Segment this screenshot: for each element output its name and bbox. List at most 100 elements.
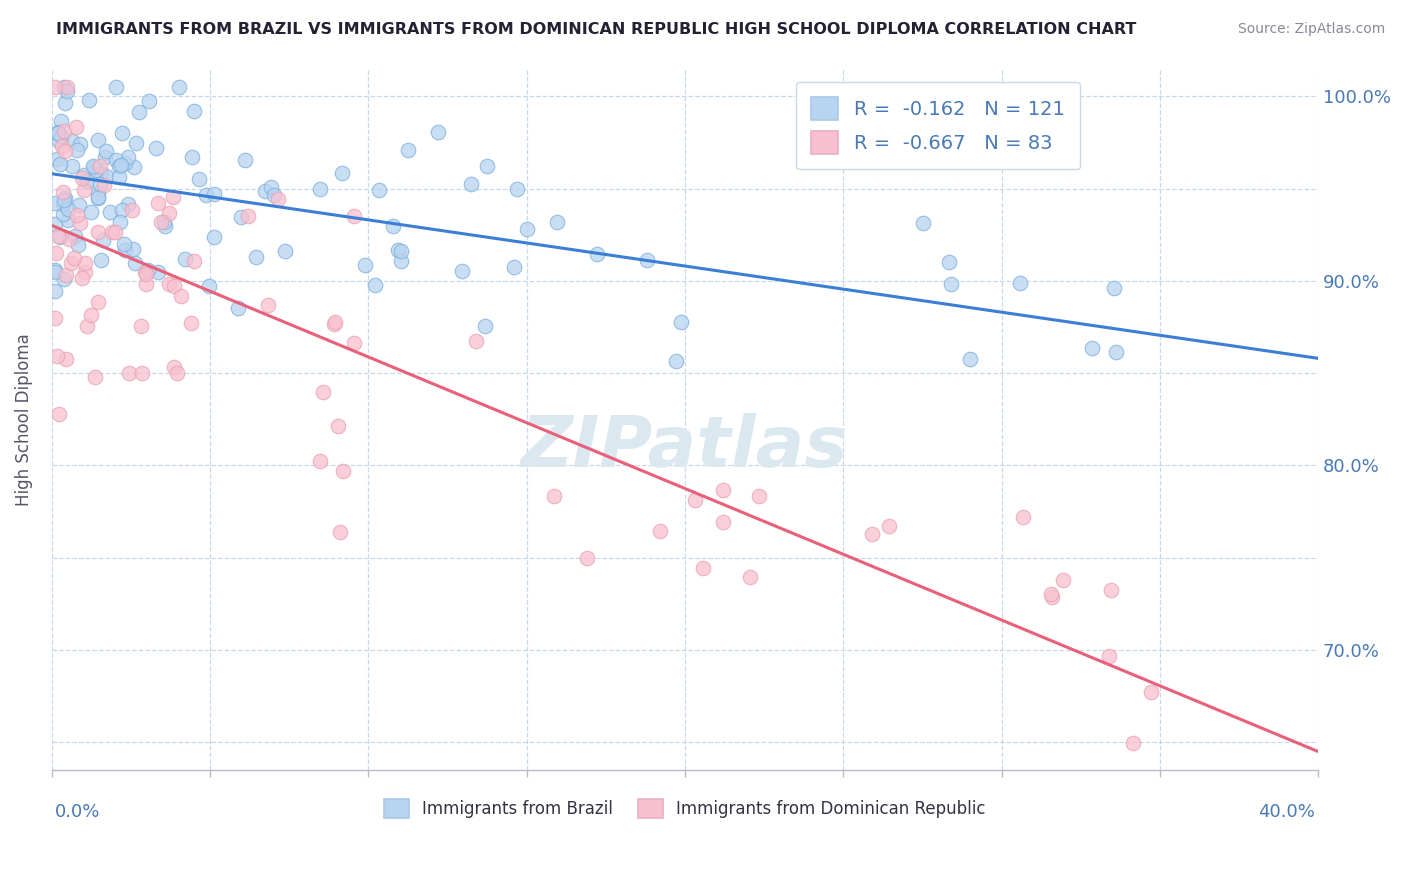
Point [474,319,496,334]
Point [105,153,128,167]
Point [253,184,276,198]
Point [70,171,93,186]
Point [55,80,77,95]
Point [312,385,335,400]
Point [108,215,131,229]
Text: 40.0%: 40.0% [1258,804,1316,822]
Point [44,80,66,95]
Point [121,202,143,217]
Point [502,260,524,274]
Point [46,152,69,166]
Point [202,187,225,202]
Point [108,169,131,184]
Point [145,141,167,155]
Point [58,213,80,227]
Point [87,190,110,204]
Point [382,219,405,233]
Point [89,177,111,191]
Point [229,211,252,225]
Point [90,253,112,268]
Point [460,178,482,192]
Point [58,232,80,246]
Point [162,279,184,293]
Point [86,294,108,309]
Point [48,229,70,244]
Point [46,229,69,244]
Point [1042,591,1064,605]
Point [60,160,83,174]
Point [94,150,117,164]
Point [150,215,173,229]
Point [183,253,205,268]
Point [53,193,76,207]
Point [46,126,69,140]
Point [155,219,177,234]
Point [166,366,188,380]
Point [55,268,77,282]
Point [1040,587,1063,601]
Point [167,80,190,95]
Point [44,310,66,325]
Point [63,251,86,265]
Point [1140,685,1163,699]
Point [131,366,153,380]
Point [1122,736,1144,750]
Point [129,319,152,334]
Point [1052,573,1074,587]
Point [55,84,77,98]
Point [80,205,103,219]
Point [1099,582,1122,597]
Point [87,133,110,147]
Point [692,561,714,575]
Point [711,483,734,497]
Point [59,256,82,270]
Point [683,493,706,508]
Point [157,206,180,220]
Point [323,315,346,329]
Point [46,125,69,139]
Point [91,233,114,247]
Point [82,160,104,174]
Point [107,159,129,173]
Point [648,524,671,539]
Point [1010,276,1032,290]
Point [124,161,146,175]
Y-axis label: High School Diploma: High School Diploma [15,333,32,506]
Point [45,246,67,260]
Text: 0.0%: 0.0% [55,804,100,822]
Point [67,198,90,212]
Point [101,225,124,239]
Point [1102,281,1125,295]
Point [389,253,412,268]
Point [55,351,77,366]
Point [66,208,89,222]
Point [464,334,486,349]
Point [245,250,267,264]
Point [44,285,66,299]
Point [1098,648,1121,663]
Point [67,237,90,252]
Point [343,209,366,223]
Point [104,225,127,239]
Point [73,183,96,197]
Point [83,369,105,384]
Point [124,256,146,270]
Point [516,222,538,236]
Point [326,419,349,434]
Point [173,252,195,266]
Point [125,136,148,151]
Point [53,124,76,138]
Point [86,225,108,239]
Point [332,464,354,478]
Point [153,215,176,229]
Point [636,253,658,268]
Point [118,367,141,381]
Point [748,489,770,503]
Point [87,191,110,205]
Point [202,230,225,244]
Point [44,262,66,277]
Text: ZIPatlas: ZIPatlas [522,413,849,482]
Point [44,265,66,279]
Point [1104,344,1126,359]
Point [163,359,186,374]
